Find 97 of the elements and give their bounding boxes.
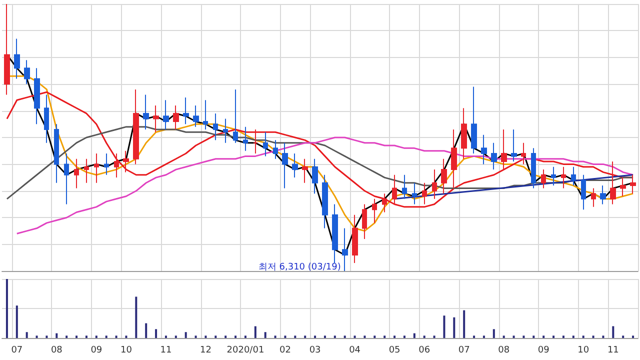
candlestick xyxy=(412,182,417,205)
candlestick xyxy=(253,128,258,154)
bar xyxy=(612,326,614,338)
bar xyxy=(16,306,18,338)
candlestick xyxy=(581,174,586,210)
candlestick xyxy=(193,104,199,128)
x-tick-label: 07 xyxy=(11,346,23,356)
candlestick xyxy=(163,100,169,130)
candlestick xyxy=(24,60,30,85)
candlestick xyxy=(471,86,477,154)
candlestick xyxy=(173,104,179,130)
candlestick xyxy=(441,158,447,194)
candlestick xyxy=(183,96,189,125)
candlestick xyxy=(600,185,606,205)
bar xyxy=(453,317,456,338)
x-tick-label: 07 xyxy=(458,346,470,356)
candlestick xyxy=(531,148,536,189)
candlestick xyxy=(213,112,218,141)
candlestick xyxy=(481,134,487,165)
x-tick-label: 02 xyxy=(279,346,291,356)
x-tick-label: 06 xyxy=(418,346,430,356)
candlestick xyxy=(54,124,59,184)
x-tick-label: 2020/01 xyxy=(226,346,264,356)
bar xyxy=(463,310,466,338)
candlestick xyxy=(630,174,636,194)
x-tick-label: 11 xyxy=(160,346,172,356)
x-tick-label: 03 xyxy=(309,346,321,356)
candlestick xyxy=(352,214,358,264)
candlestick xyxy=(292,153,298,178)
candlestick xyxy=(233,88,238,144)
candlestick xyxy=(561,166,566,189)
x-tick-label: 11 xyxy=(607,346,619,356)
candlestick xyxy=(263,132,268,157)
candlestick xyxy=(342,228,348,272)
candlestick xyxy=(422,182,427,205)
candlestick xyxy=(392,174,397,205)
candlestick xyxy=(372,198,377,224)
bar xyxy=(145,323,148,338)
x-tick-label: 09 xyxy=(538,346,550,356)
candlestick xyxy=(203,100,208,130)
bar xyxy=(264,332,266,338)
candlestick xyxy=(451,128,457,189)
candlestick xyxy=(44,94,49,144)
candlestick xyxy=(541,169,546,189)
candlestick xyxy=(610,161,616,205)
candlestick xyxy=(491,142,497,170)
candlestick xyxy=(511,128,517,162)
candlestick xyxy=(551,166,556,186)
candlestick xyxy=(94,153,99,184)
bar xyxy=(443,316,446,338)
candlestick xyxy=(4,4,10,96)
candlestick xyxy=(402,174,407,200)
candlestick xyxy=(64,153,69,205)
x-tick-label: 08 xyxy=(50,346,63,356)
bar xyxy=(413,333,416,338)
candlestick xyxy=(143,94,149,130)
x-tick-label: 12 xyxy=(200,346,212,356)
x-tick-label: 09 xyxy=(90,346,102,356)
candlestick xyxy=(322,174,328,229)
candlestick xyxy=(620,177,626,197)
bar xyxy=(26,332,28,338)
bar xyxy=(56,333,58,338)
candlestick xyxy=(382,193,387,213)
candlestick xyxy=(302,158,308,184)
candlestick xyxy=(123,150,129,173)
candlestick xyxy=(312,158,318,194)
candlestick xyxy=(114,153,119,178)
bar xyxy=(155,329,158,338)
bar xyxy=(6,279,8,338)
bar xyxy=(492,329,495,338)
x-tick-label: 08 xyxy=(498,346,510,356)
bar xyxy=(135,296,138,338)
candlestick xyxy=(501,128,507,170)
candlestick xyxy=(273,140,278,160)
candlestick xyxy=(332,204,338,264)
bar xyxy=(184,332,187,338)
candlestick xyxy=(591,188,596,208)
candlestick xyxy=(461,108,467,160)
x-tick-label: 10 xyxy=(120,346,132,356)
x-tick-label: 10 xyxy=(578,346,590,356)
candlestick xyxy=(571,166,576,186)
x-tick-label: 04 xyxy=(349,346,361,356)
annotation: 최저 6,310 (03/19) xyxy=(258,262,341,272)
candlestick xyxy=(34,68,40,125)
candlestick xyxy=(432,169,437,200)
candlestick xyxy=(282,142,288,189)
candlestick xyxy=(521,142,526,165)
candlestick xyxy=(133,88,139,165)
candlestick xyxy=(84,158,89,184)
candlestick xyxy=(362,204,367,240)
candlestick xyxy=(153,104,159,133)
candlestick xyxy=(243,126,248,152)
candlestick xyxy=(104,153,109,176)
candlestick xyxy=(14,38,20,80)
candlestick xyxy=(74,158,79,189)
candlestick xyxy=(223,118,228,144)
x-tick-label: 05 xyxy=(388,346,400,356)
